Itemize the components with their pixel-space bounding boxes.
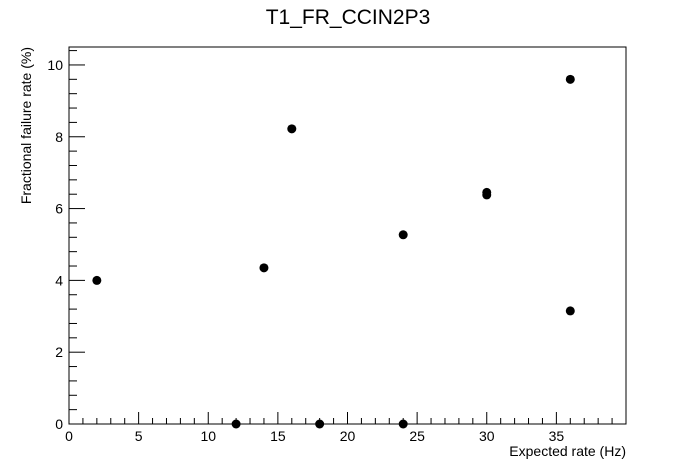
data-points — [92, 74, 575, 429]
data-point — [565, 306, 575, 316]
x-axis-label: Expected rate (Hz) — [509, 443, 626, 459]
data-point — [398, 230, 408, 240]
data-point — [565, 74, 575, 84]
data-point — [398, 419, 408, 429]
x-tick-label: 10 — [200, 428, 216, 444]
x-tick-label: 15 — [270, 428, 286, 444]
chart-title: T1_FR_CCIN2P3 — [266, 6, 431, 29]
y-tick-label: 8 — [55, 129, 63, 145]
x-tick-label: 0 — [65, 428, 73, 444]
x-tick-label: 20 — [340, 428, 356, 444]
plot-frame — [68, 46, 627, 425]
data-point — [231, 419, 241, 429]
x-tick-label: 30 — [479, 428, 495, 444]
x-axis: 0 5 10 15 20 25 30 35 — [65, 412, 613, 444]
x-tick-label: 5 — [135, 428, 143, 444]
y-axis: 0 2 4 6 8 10 — [47, 50, 85, 432]
y-tick-label: 6 — [55, 201, 63, 217]
x-tick-label: 35 — [549, 428, 565, 444]
y-axis-label: Fractional failure rate (%) — [18, 47, 34, 204]
y-tick-label: 0 — [55, 416, 63, 432]
data-point — [287, 124, 297, 134]
y-tick-label: 4 — [55, 272, 63, 288]
data-point — [259, 263, 269, 273]
y-tick-label: 10 — [47, 57, 63, 73]
y-tick-label: 2 — [55, 344, 63, 360]
data-point — [482, 190, 492, 200]
data-point — [315, 419, 325, 429]
data-point — [92, 275, 102, 285]
x-tick-label: 25 — [409, 428, 425, 444]
